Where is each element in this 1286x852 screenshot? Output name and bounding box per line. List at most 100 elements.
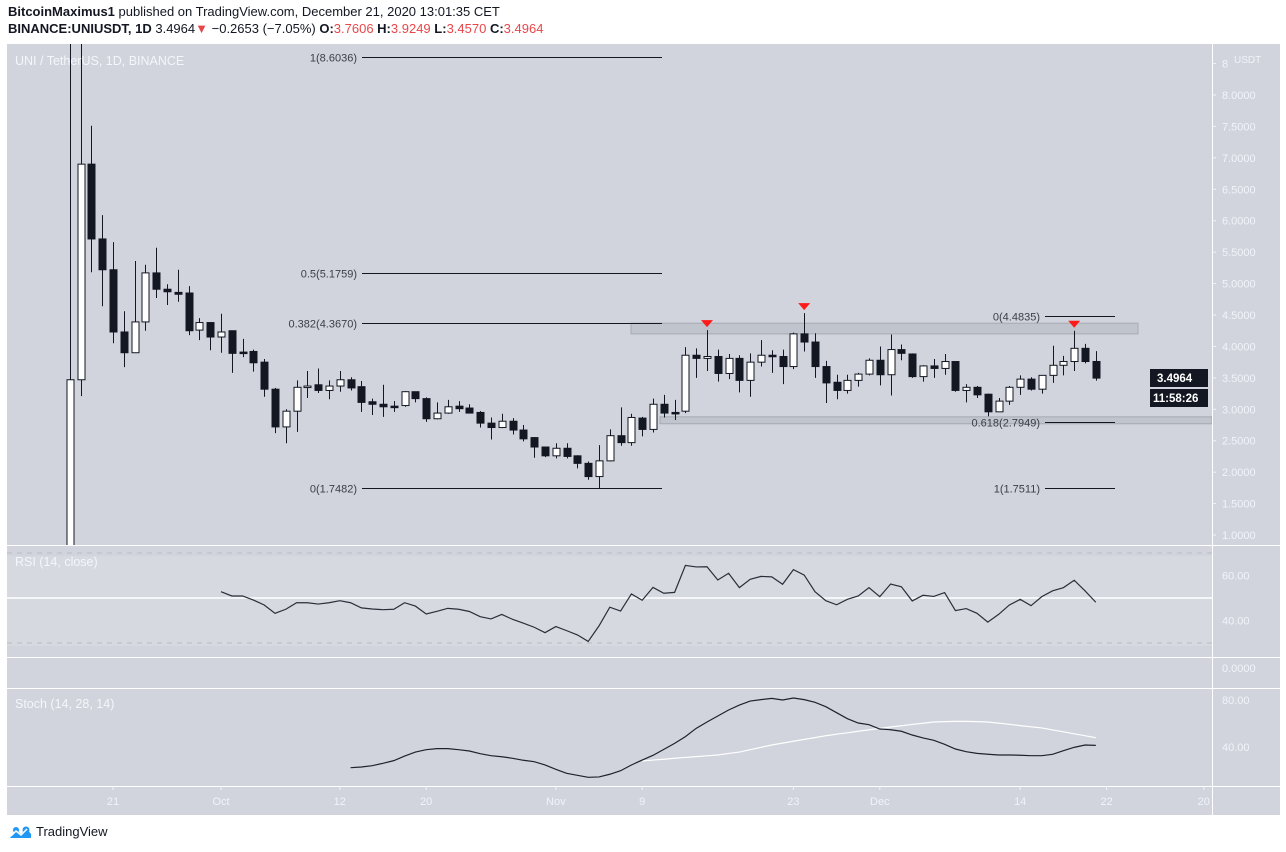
candle-down[interactable] bbox=[800, 313, 809, 352]
candle-down[interactable] bbox=[379, 384, 388, 417]
candle-up[interactable] bbox=[649, 398, 658, 433]
candle-down[interactable] bbox=[1081, 343, 1090, 364]
candle-up[interactable] bbox=[746, 353, 755, 397]
candle-down[interactable] bbox=[735, 355, 744, 393]
candle-up[interactable] bbox=[1016, 375, 1025, 395]
candle-down[interactable] bbox=[163, 284, 172, 305]
candle-down[interactable] bbox=[109, 242, 118, 344]
time-axis[interactable]: 21 Oct 12 20 Nov 9 23 Dec 14 22 20 bbox=[107, 786, 1210, 808]
candle-down[interactable] bbox=[185, 286, 194, 336]
candle-up[interactable] bbox=[282, 409, 291, 444]
rsi-pane[interactable]: 60.00 40.00 bbox=[7, 552, 1250, 644]
candle-up[interactable] bbox=[303, 370, 312, 398]
candle-down[interactable] bbox=[314, 368, 323, 393]
candle-down[interactable] bbox=[638, 416, 647, 437]
candle-down[interactable] bbox=[509, 418, 518, 435]
candle-down[interactable] bbox=[573, 455, 582, 469]
candle-down[interactable] bbox=[519, 425, 528, 442]
candle-up[interactable] bbox=[433, 402, 442, 420]
candle-down[interactable] bbox=[671, 399, 680, 420]
candle-down[interactable] bbox=[617, 407, 626, 446]
candle-up[interactable] bbox=[941, 353, 950, 375]
candle-up[interactable] bbox=[1070, 330, 1079, 371]
candle-down[interactable] bbox=[768, 350, 777, 373]
stoch-pane[interactable]: 80.00 40.00 bbox=[350, 695, 1250, 778]
candle-down[interactable] bbox=[876, 346, 885, 386]
candle-down[interactable] bbox=[390, 401, 399, 412]
candle-down[interactable] bbox=[87, 125, 96, 273]
candle-up[interactable] bbox=[293, 380, 302, 432]
candle-down[interactable] bbox=[98, 215, 107, 307]
candle-down[interactable] bbox=[584, 461, 593, 480]
candle-up[interactable] bbox=[606, 429, 615, 462]
candle-down[interactable] bbox=[465, 404, 474, 414]
candle-up[interactable] bbox=[131, 260, 140, 354]
candle-down[interactable] bbox=[714, 349, 723, 382]
candle-down[interactable] bbox=[692, 348, 701, 378]
candle-up[interactable] bbox=[77, 38, 86, 397]
candle-up[interactable] bbox=[995, 397, 1004, 413]
candle-down[interactable] bbox=[897, 344, 906, 361]
candle-up[interactable] bbox=[66, 38, 75, 572]
candle-up[interactable] bbox=[498, 413, 507, 429]
candle-down[interactable] bbox=[930, 359, 939, 378]
candle-down[interactable] bbox=[487, 417, 496, 440]
candle-down[interactable] bbox=[530, 436, 539, 458]
candle-up[interactable] bbox=[1005, 386, 1014, 405]
candle-up[interactable] bbox=[681, 347, 690, 414]
candle-up[interactable] bbox=[1049, 345, 1058, 383]
candle-up[interactable] bbox=[919, 365, 928, 382]
candle-up[interactable] bbox=[195, 318, 204, 341]
candle-down[interactable] bbox=[1092, 351, 1101, 381]
candle-up[interactable] bbox=[217, 313, 226, 353]
candle-up[interactable] bbox=[552, 443, 561, 459]
candle-up[interactable] bbox=[1038, 374, 1047, 394]
candle-down[interactable] bbox=[811, 333, 820, 378]
candle-down[interactable] bbox=[120, 311, 129, 368]
candle-up[interactable] bbox=[789, 332, 798, 370]
candle-down[interactable] bbox=[908, 353, 917, 378]
candle-up[interactable] bbox=[843, 374, 852, 394]
candle-up[interactable] bbox=[336, 370, 345, 392]
candle-down[interactable] bbox=[174, 269, 183, 302]
candle-up[interactable] bbox=[757, 340, 766, 367]
candle-down[interactable] bbox=[541, 446, 550, 458]
candle-down[interactable] bbox=[476, 411, 485, 428]
candle-down[interactable] bbox=[779, 349, 788, 385]
candle-down[interactable] bbox=[422, 397, 431, 422]
candle-down[interactable] bbox=[563, 443, 572, 459]
candle-up[interactable] bbox=[725, 353, 734, 380]
price-pane[interactable]: 1(8.6036) 0.5(5.1759) 0.382(4.3670) 0(1.748… bbox=[66, 38, 1212, 572]
tradingview-logo[interactable]: TradingView bbox=[8, 824, 108, 839]
candle-down[interactable] bbox=[228, 330, 237, 373]
candle-down[interactable] bbox=[822, 360, 831, 404]
candle-up[interactable] bbox=[141, 264, 150, 331]
candle-down[interactable] bbox=[239, 338, 248, 358]
candle-down[interactable] bbox=[368, 398, 377, 415]
candle-down[interactable] bbox=[357, 381, 366, 412]
candle-up[interactable] bbox=[401, 391, 410, 407]
candle-down[interactable] bbox=[271, 387, 280, 434]
candle-up[interactable] bbox=[887, 334, 896, 396]
candle-down[interactable] bbox=[660, 394, 669, 418]
candle-up[interactable] bbox=[444, 399, 453, 414]
candle-down[interactable] bbox=[1027, 377, 1036, 391]
candle-down[interactable] bbox=[984, 393, 993, 417]
candle-up[interactable] bbox=[627, 413, 636, 446]
resistance-support-zone[interactable] bbox=[630, 322, 1139, 335]
candle-up[interactable] bbox=[703, 330, 712, 371]
publisher-name[interactable]: BitcoinMaximus1 bbox=[8, 4, 115, 19]
candle-up[interactable] bbox=[962, 384, 971, 403]
candle-down[interactable] bbox=[249, 349, 258, 372]
price-axis[interactable]: 8 8.0000 7.5000 7.0000 6.5000 6.0000 5.5000 5.0… bbox=[1212, 59, 1256, 542]
candle-down[interactable] bbox=[206, 322, 215, 351]
candle-up[interactable] bbox=[595, 445, 604, 489]
candle-up[interactable] bbox=[325, 380, 334, 400]
candle-down[interactable] bbox=[455, 401, 464, 412]
candle-down[interactable] bbox=[973, 386, 982, 398]
candle-down[interactable] bbox=[833, 374, 842, 400]
candle-down[interactable] bbox=[951, 361, 960, 392]
resistance-support-zone[interactable] bbox=[659, 416, 1212, 425]
candle-down[interactable] bbox=[411, 391, 420, 403]
